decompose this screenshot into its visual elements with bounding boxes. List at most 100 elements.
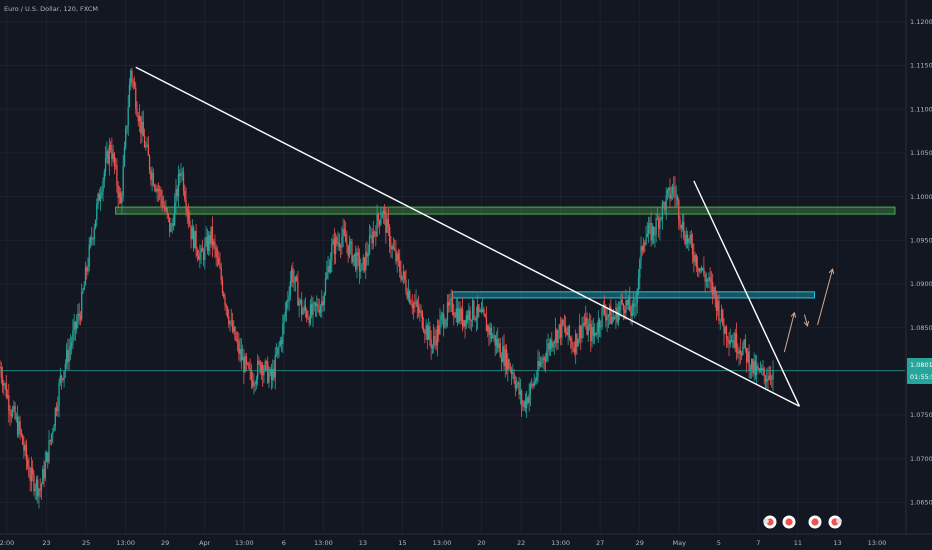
projection-arrows[interactable]: [783, 268, 835, 353]
candle-body: [161, 197, 163, 207]
candle-body: [165, 208, 167, 210]
candle-body: [717, 300, 719, 311]
candle-body: [461, 308, 464, 327]
candle-body: [725, 326, 728, 339]
candle-body: [0, 367, 2, 378]
candle-body: [140, 116, 142, 134]
candle-body: [221, 280, 224, 293]
candle-body: [470, 320, 473, 321]
candle-body: [567, 326, 569, 336]
candle-body: [20, 430, 23, 435]
candle-body: [690, 234, 692, 244]
candle-body: [699, 268, 701, 272]
candle-body: [4, 383, 6, 385]
candle-body: [111, 148, 113, 159]
candle-body: [420, 310, 422, 312]
candle-body: [419, 310, 421, 314]
candle-body: [610, 306, 612, 324]
price-axis[interactable]: [906, 0, 932, 534]
candle-body: [753, 361, 755, 374]
candle-body: [400, 271, 402, 280]
candle-body: [402, 271, 405, 276]
candle-body: [19, 421, 21, 431]
candle-body: [489, 327, 491, 335]
candle-body: [309, 304, 312, 324]
candle-body: [43, 468, 45, 479]
candle-body: [112, 153, 114, 159]
candle-body: [83, 285, 85, 291]
candle-body: [710, 280, 713, 283]
event-flag-icon[interactable]: [828, 515, 842, 529]
candle-body: [544, 360, 547, 361]
candle-body: [16, 416, 19, 435]
candle-body: [724, 326, 726, 334]
candle-body: [319, 306, 322, 314]
candle-body: [558, 324, 560, 331]
event-flag-icon[interactable]: [763, 515, 777, 529]
candle-body: [136, 108, 138, 116]
candle-body: [580, 325, 582, 339]
candlestick-series: [0, 67, 774, 509]
candle-body: [96, 204, 98, 220]
candle-body: [324, 278, 327, 294]
candle-body: [346, 242, 348, 246]
candle-body: [484, 314, 486, 318]
candle-body: [368, 235, 371, 255]
candle-body: [226, 306, 229, 317]
candle-body: [8, 395, 10, 411]
candle-body: [509, 368, 511, 370]
candle-body: [707, 279, 709, 282]
candle-body: [45, 452, 48, 462]
candle-body: [527, 397, 529, 403]
candle-body: [570, 337, 572, 341]
candle-body: [93, 228, 95, 240]
candle-body: [678, 200, 680, 220]
event-flag-icon[interactable]: [808, 515, 822, 529]
candle-body: [316, 304, 318, 306]
candle-body: [587, 325, 589, 335]
candle-body: [172, 223, 175, 226]
price-tick-label: 1.08500: [910, 324, 932, 332]
candle-body: [107, 151, 109, 164]
candle-body: [670, 194, 672, 199]
time-axis[interactable]: [0, 534, 932, 550]
candle-body: [650, 223, 652, 241]
trend-lines[interactable]: [135, 66, 801, 407]
candle-body: [11, 409, 14, 417]
candle-body: [576, 333, 578, 347]
candle-body: [270, 369, 273, 380]
candle-body: [6, 395, 9, 398]
economic-events[interactable]: [763, 515, 842, 529]
candle-body: [455, 308, 457, 318]
candle-body: [586, 317, 588, 335]
candle-body: [640, 246, 642, 260]
candle-body: [264, 361, 266, 370]
candle-body: [228, 316, 230, 325]
candle-body: [138, 116, 141, 122]
candle-body: [431, 345, 434, 349]
candle-body: [404, 271, 406, 280]
candle-body: [767, 378, 769, 380]
candle-body: [312, 302, 314, 316]
event-flag-icon[interactable]: [782, 515, 796, 529]
candle-body: [704, 275, 706, 282]
candle-body: [652, 226, 655, 236]
candle-body: [339, 246, 342, 248]
candle-body: [686, 234, 689, 243]
candle-body: [700, 268, 703, 270]
time-tick-label: 2:00: [0, 539, 14, 547]
candle-body: [262, 364, 264, 376]
candle-body: [370, 235, 372, 236]
candle-body: [236, 340, 239, 341]
candle-body: [131, 70, 133, 82]
candle-body: [27, 459, 29, 467]
candle-body: [671, 186, 674, 195]
candle-body: [311, 304, 313, 316]
candle-body: [622, 303, 625, 311]
candle-body: [409, 291, 411, 304]
candle-body: [600, 326, 602, 328]
time-tick-label: 6: [282, 539, 286, 547]
candle-body: [548, 343, 550, 350]
